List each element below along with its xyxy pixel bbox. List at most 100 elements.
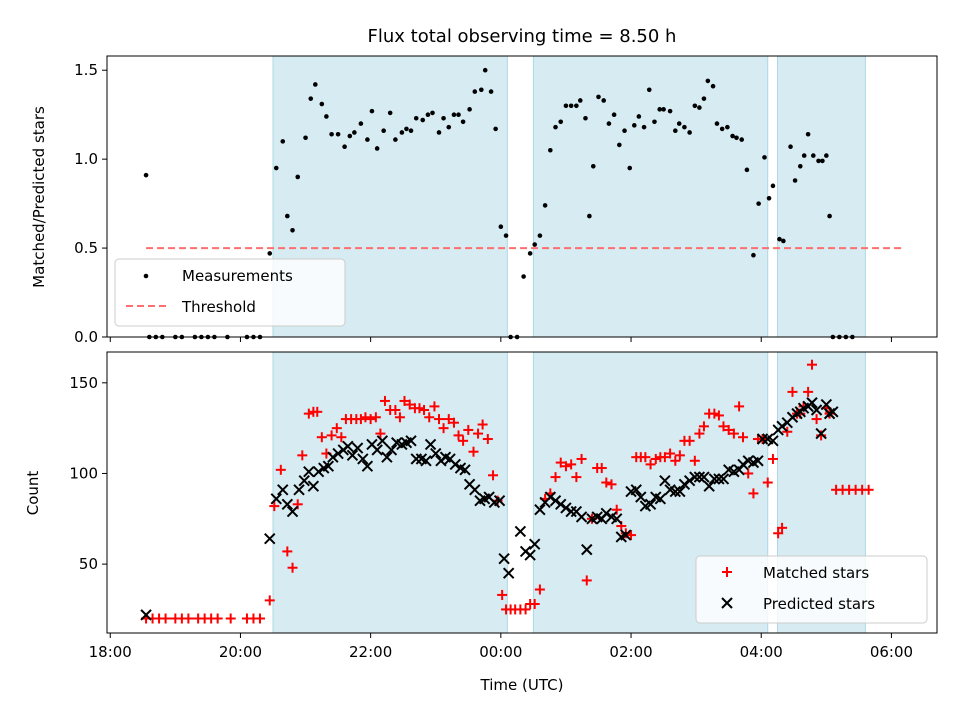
measurement-point-77 [606,121,612,126]
matched-star-marker-28 [331,423,342,434]
predicted-marker-b [322,460,335,472]
predicted-marker-b [620,529,632,541]
predicted-star-marker-29 [405,435,417,447]
measurement-point-65 [548,147,553,153]
predicted-marker-b [342,440,354,452]
matched-star-marker-77 [571,472,582,483]
predicted-star-marker-86 [693,471,706,483]
predicted-star-marker-84 [683,475,696,487]
measurement-point-33 [374,146,380,151]
bottom-y-tick-label: 150 [69,374,98,392]
predicted-star-marker-16 [342,440,354,452]
matched-star-marker-109 [728,428,739,439]
measurement-point-112 [781,238,786,244]
predicted-star-marker-48 [498,552,510,565]
predicted-star-marker-89 [708,473,721,485]
matched-star-marker-33 [355,414,366,425]
predicted-marker-b [277,484,289,496]
top-y-axis-label: Matched/Predicted stars [30,106,48,288]
measurement-point-115 [797,163,803,169]
predicted-star-marker-40 [459,464,471,476]
matched-star-marker-49 [434,414,444,425]
measurement-point-122 [827,213,832,219]
matched-star-marker-118 [773,528,784,539]
matched-star-marker-110 [734,401,745,412]
matched-star-marker-105 [709,408,720,419]
matched-star-marker-93 [650,453,661,464]
predicted-star-marker-18 [351,442,364,454]
matched-star-marker-37 [375,428,386,439]
predicted-marker-b [449,458,461,471]
predicted-marker-b [415,453,428,465]
predicted-marker-b [390,436,403,449]
measurement-point-51 [472,89,478,94]
matched-star-marker-34 [360,412,371,423]
measurement-point-56 [498,224,504,230]
matched-star-marker-53 [453,430,464,441]
predicted-marker-b [439,451,452,463]
predicted-star-marker-30 [410,453,422,465]
predicted-star-marker-88 [703,480,715,492]
predicted-star-marker-8 [303,465,315,478]
measurement-point-116 [801,153,807,158]
measurement-point-18 [290,227,295,233]
predicted-marker-b [351,442,364,454]
legend-measurements-label: Measurements [182,267,293,285]
predicted-marker-b [708,473,721,485]
matched-star-marker-25 [316,432,327,443]
predicted-star-marker-1 [264,533,276,545]
predicted-star-marker-112 [815,427,827,440]
matched-star-marker-62 [497,589,508,600]
bottom-panel: 50 100 150 18:00 20:00 22:00 00:00 02:00 04:00 06… [69,351,938,661]
measurement-point-44 [436,130,442,135]
predicted-star-marker-12 [322,460,335,472]
matched-star-marker-60 [488,470,499,481]
measurement-point-36 [393,137,398,142]
measurement-point-45 [441,115,446,121]
predicted-marker-b [654,493,667,505]
predicted-marker-b [733,464,745,476]
predicted-marker-b [756,433,769,445]
matched-star-marker-97 [670,455,681,466]
measurement-point-57 [503,233,509,238]
matched-star-marker-128 [816,430,827,441]
bottom-legend: Matched stars Predicted stars [695,555,928,624]
matched-star-marker-59 [482,434,493,445]
top-legend: Measurements Threshold [114,258,346,327]
measurement-point-47 [451,112,457,117]
matched-star-marker-88 [626,530,637,541]
matched-star-marker-70 [534,584,545,595]
predicted-marker-b [514,525,527,538]
matched-star-marker-117 [767,453,778,464]
predicted-star-marker-25 [385,444,398,456]
measurement-point-42 [425,112,431,117]
matched-star-marker-54 [458,435,469,446]
predicted-star-marker-99 [756,433,769,445]
measurement-point-80 [622,128,627,133]
x-tick-label: 18:00 [89,643,132,661]
predicted-marker-b [286,505,299,518]
measurement-point-98 [710,83,716,89]
matched-star-marker-78 [576,453,587,464]
measurement-point-73 [587,213,592,219]
measurement-point-50 [467,107,472,112]
measurement-point-71 [577,98,583,103]
measurement-point-96 [701,96,707,101]
legend-measurements-marker [143,273,149,279]
measurement-point-83 [636,114,642,119]
predicted-star-marker-23 [376,435,389,447]
predicted-marker-b [689,471,701,483]
predicted-star-marker-101 [767,435,779,447]
top-panel: 0.0 0.5 1.0 1.5 Measurements Threshold [74,55,938,346]
predicted-marker-b [635,491,647,503]
predicted-marker-b [502,567,515,579]
matched-star-marker-75 [560,461,571,472]
matched-star-marker-45 [414,403,425,414]
measurement-point-104 [739,137,745,142]
predicted-marker-b [346,449,359,462]
measurement-point-24 [324,114,329,119]
matched-star-marker-74 [555,457,566,468]
predicted-star-marker-98 [752,455,764,467]
predicted-marker-b [664,484,676,496]
matched-star-marker-111 [738,432,749,443]
